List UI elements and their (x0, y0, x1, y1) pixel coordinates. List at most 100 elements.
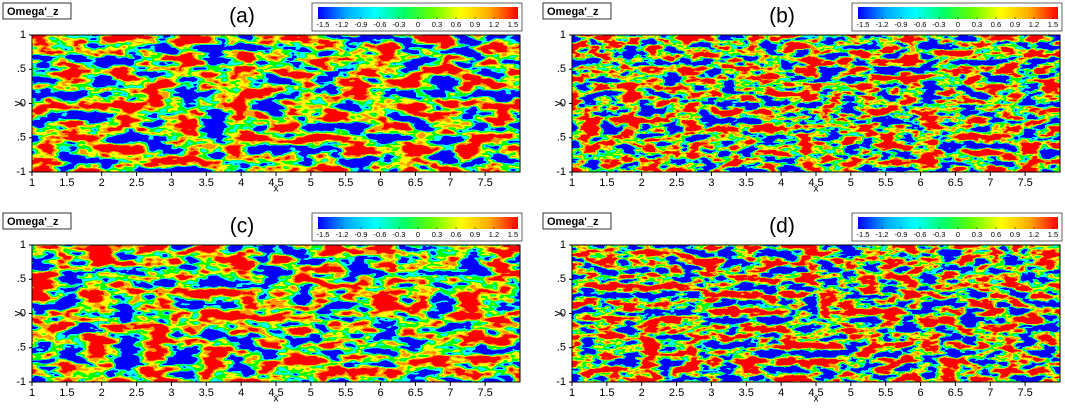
colorbar-tick-label: -1.2 (876, 20, 889, 29)
y-tick-label: 0 (20, 97, 26, 109)
y-tick-label: .5 (557, 132, 566, 144)
x-tick-label: 6 (378, 177, 384, 189)
colorbar-tick-label: 0.9 (1010, 20, 1020, 29)
x-tick-label: 3.5 (739, 177, 754, 189)
y-axis-label: y (552, 100, 564, 106)
x-tick-label: 6.5 (408, 387, 423, 399)
x-tick-label: 2 (99, 387, 105, 399)
x-tick-label: 2 (639, 387, 645, 399)
x-tick-label: 3.5 (199, 387, 214, 399)
y-tick-label: -1 (556, 166, 566, 178)
vorticity-field (32, 35, 520, 172)
x-tick-label: 3 (708, 177, 714, 189)
x-tick-label: 6 (918, 387, 924, 399)
colorbar-tick-label: 0.3 (972, 230, 982, 239)
colorbar-tick-label: 1.5 (1048, 20, 1058, 29)
colorbar-tick-label: -0.6 (914, 20, 927, 29)
colorbar-tick-label: -0.9 (355, 230, 368, 239)
x-tick-label: 4 (778, 387, 784, 399)
colorbar-tick-label: 0 (416, 230, 420, 239)
chart-title: Omega'_z (7, 216, 59, 228)
x-tick-label: 6.5 (408, 177, 423, 189)
colorbar-tick-label: -1.5 (317, 20, 330, 29)
y-tick-label: 0 (560, 307, 566, 319)
y-tick-label: .5 (17, 342, 26, 354)
x-tick-label: 6 (918, 177, 924, 189)
colorbar-tick-label: 0.3 (432, 20, 442, 29)
colorbar-tick-label: 1.2 (489, 20, 499, 29)
x-tick-label: 1.5 (59, 177, 74, 189)
colorbar-tick-label: -0.6 (914, 230, 927, 239)
panel: 1 1.5 2 2.5 3 3.5 4 4.5 5 5.5 6 6.5 7 7.5x1.50.5-1yOm… (542, 212, 1063, 405)
x-tick-label: 3.5 (199, 177, 214, 189)
panel-label: (c) (230, 215, 255, 238)
colorbar-tick-label: 0.6 (991, 230, 1001, 239)
colorbar-tick-label: -0.6 (374, 230, 387, 239)
y-tick-label: 1 (560, 29, 566, 41)
x-tick-label: 7.5 (1017, 387, 1032, 399)
x-tick-label: 7 (447, 387, 453, 399)
x-tick-label: 2 (99, 177, 105, 189)
y-tick-label: -1 (16, 376, 26, 388)
x-tick-label: 7 (987, 387, 993, 399)
x-tick-label: 3 (708, 387, 714, 399)
chart-title: Omega'_z (547, 216, 599, 228)
x-tick-label: 5.5 (338, 177, 353, 189)
y-tick-label: .5 (17, 132, 26, 144)
y-tick-label: .5 (17, 63, 26, 75)
x-tick-label: 7.5 (477, 177, 492, 189)
x-axis-label: x (274, 394, 279, 405)
vorticity-field (32, 245, 520, 382)
x-tick-label: 2.5 (669, 177, 684, 189)
colorbar-tick-label: 1.5 (508, 20, 518, 29)
colorbar-tick-label: 0.9 (470, 20, 480, 29)
title-box (2, 212, 72, 230)
x-tick-label: 7 (447, 177, 453, 189)
y-tick-label: -1 (556, 376, 566, 388)
y-tick-label: 1 (560, 239, 566, 251)
colorbar-tick-label: -0.9 (895, 230, 908, 239)
y-axis-label: y (552, 310, 564, 316)
panel-label: (d) (769, 215, 795, 238)
x-tick-label: 5.5 (338, 387, 353, 399)
colorbar-tick-label: 0.3 (432, 230, 442, 239)
panel-label: (b) (769, 5, 795, 28)
y-tick-label: .5 (17, 273, 26, 285)
colorbar-tick-label: 0.3 (972, 20, 982, 29)
colorbar (858, 7, 1058, 19)
y-axis-label: y (12, 100, 24, 106)
x-tick-label: 1.5 (599, 387, 614, 399)
colorbar-tick-label: 0 (416, 20, 420, 29)
colorbar-tick-label: 0 (956, 230, 960, 239)
panel: 1 1.5 2 2.5 3 3.5 4 4.5 5 5.5 6 6.5 7 7.5x1.50.5-1yOm… (2, 2, 523, 195)
x-tick-label: 5.5 (878, 177, 893, 189)
x-tick-label: 3 (168, 387, 174, 399)
colorbar (858, 217, 1058, 229)
x-tick-label: 4.5 (268, 177, 283, 189)
x-tick-label: 2.5 (129, 177, 144, 189)
colorbar-tick-label: -0.3 (933, 20, 946, 29)
x-tick-label: 3.5 (739, 387, 754, 399)
x-tick-label: 4.5 (808, 177, 823, 189)
x-tick-label: 3 (168, 177, 174, 189)
colorbar-tick-label: -1.5 (857, 20, 870, 29)
colorbar-tick-label: 0.9 (470, 230, 480, 239)
x-tick-label: 5 (848, 387, 854, 399)
colorbar-tick-label: -1.2 (876, 230, 889, 239)
y-tick-label: 1 (20, 239, 26, 251)
x-tick-label: 1 (29, 387, 35, 399)
y-tick-label: .5 (557, 342, 566, 354)
x-tick-label: 4.5 (808, 387, 823, 399)
x-tick-label: 2.5 (669, 387, 684, 399)
x-tick-label: 7.5 (1017, 177, 1032, 189)
panel: 1 1.5 2 2.5 3 3.5 4 4.5 5 5.5 6 6.5 7 7.5x1.50.5-1yOm… (542, 2, 1063, 195)
vorticity-field (572, 245, 1060, 382)
x-tick-label: 1.5 (59, 387, 74, 399)
colorbar-tick-label: -1.2 (336, 230, 349, 239)
chart-title: Omega'_z (547, 6, 599, 18)
y-tick-label: .5 (557, 63, 566, 75)
x-tick-label: 2.5 (129, 387, 144, 399)
colorbar-tick-label: 1.2 (1029, 20, 1039, 29)
title-box (542, 2, 612, 20)
